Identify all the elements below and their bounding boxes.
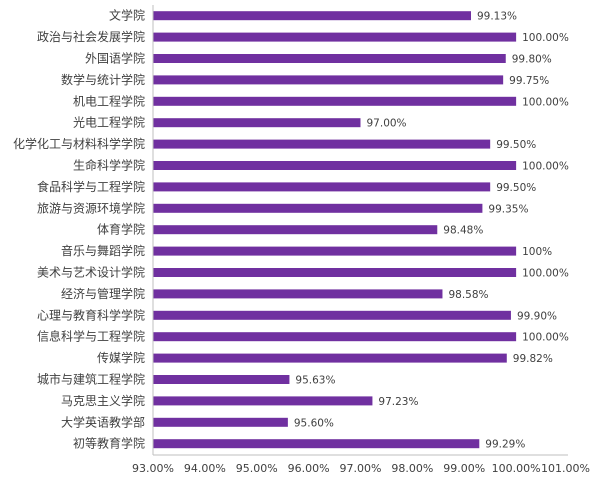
value-label: 99.13% (477, 11, 517, 23)
category-label: 机电工程学院 (73, 93, 145, 108)
bar (153, 332, 517, 342)
category-label: 政治与社会发展学院 (37, 29, 145, 44)
value-label: 100.00% (522, 161, 569, 173)
bar (153, 353, 507, 363)
category-label: 经济与管理学院 (61, 286, 145, 301)
category-label: 化学化工与材料科学学院 (13, 136, 145, 151)
value-label: 99.50% (496, 182, 536, 194)
category-label: 光电工程学院 (73, 115, 145, 130)
bar (153, 11, 471, 21)
category-label: 生命科学学院 (73, 158, 145, 173)
category-label: 马克思主义学院 (61, 393, 145, 408)
x-tick-label: 95.00% (236, 462, 278, 475)
bar (153, 396, 373, 406)
value-label: 97.00% (367, 118, 407, 130)
value-labels: 99.13% 100.00% 99.80% 99.75% 100.00% 97.00% 99… (294, 11, 569, 451)
bar (153, 225, 438, 235)
value-label: 98.48% (443, 225, 483, 237)
category-label: 信息科学与工程学院 (37, 329, 145, 344)
value-label: 99.82% (513, 353, 553, 365)
bar (153, 54, 506, 63)
category-label: 美术与艺术设计学院 (37, 265, 145, 280)
value-label: 99.35% (488, 203, 528, 215)
bar (153, 96, 517, 106)
value-label: 99.75% (509, 75, 549, 87)
bar (153, 182, 491, 192)
bar (153, 203, 483, 213)
category-label: 数学与统计学院 (61, 72, 145, 87)
value-label: 95.63% (295, 375, 335, 387)
x-tick-label: 98.00% (391, 462, 433, 475)
bar (153, 310, 511, 320)
bar (153, 32, 517, 42)
value-label: 100.00% (522, 332, 569, 344)
category-label: 城市与建筑工程学院 (37, 372, 145, 387)
category-label: 心理与教育科学学院 (37, 307, 145, 322)
x-tick-label: 94.00% (184, 462, 226, 475)
x-tick-label: 96.00% (288, 462, 330, 475)
value-label: 100.00% (522, 32, 569, 44)
x-tick-labels: 93.00% 94.00% 95.00% 96.00% 97.00% 98.00% 99.0… (132, 462, 590, 475)
value-label: 98.58% (448, 289, 488, 301)
value-label: 99.90% (517, 310, 557, 322)
category-label: 传媒学院 (97, 350, 145, 365)
value-label: 100.00% (522, 96, 569, 108)
value-label: 95.60% (294, 417, 334, 429)
category-label: 大学英语教学部 (61, 414, 145, 429)
x-tick-label: 100.00% (492, 462, 541, 475)
category-labels: 文学院政治与社会发展学院外国语学院数学与统计学院机电工程学院光电工程学院化学化工… (13, 8, 145, 451)
category-label: 体育学院 (97, 222, 145, 237)
category-label: 文学院 (109, 8, 145, 23)
value-label: 99.29% (485, 439, 525, 451)
bar (153, 139, 491, 149)
value-label: 97.23% (378, 396, 418, 408)
x-tick-label: 93.00% (132, 462, 174, 475)
value-label: 100.00% (522, 268, 569, 280)
x-tick-label: 97.00% (340, 462, 382, 475)
category-label: 食品科学与工程学院 (37, 179, 145, 194)
value-label: 99.80% (512, 54, 552, 66)
bars (153, 11, 517, 449)
x-tick-label: 101.00% (541, 462, 590, 475)
value-label: 99.50% (496, 139, 536, 151)
bar (153, 289, 443, 299)
category-label: 初等教育学院 (73, 436, 145, 451)
bar (153, 246, 517, 256)
bar (153, 75, 504, 85)
bar (153, 268, 517, 277)
x-tick-label: 99.00% (443, 462, 485, 475)
category-label: 旅游与资源环境学院 (37, 200, 145, 215)
bar (153, 118, 361, 128)
bar (153, 439, 480, 449)
category-label: 外国语学院 (85, 51, 145, 66)
bar (153, 417, 288, 427)
bar (153, 375, 290, 384)
value-label: 100% (522, 246, 552, 258)
bar (153, 161, 517, 170)
category-label: 音乐与舞蹈学院 (61, 243, 145, 258)
